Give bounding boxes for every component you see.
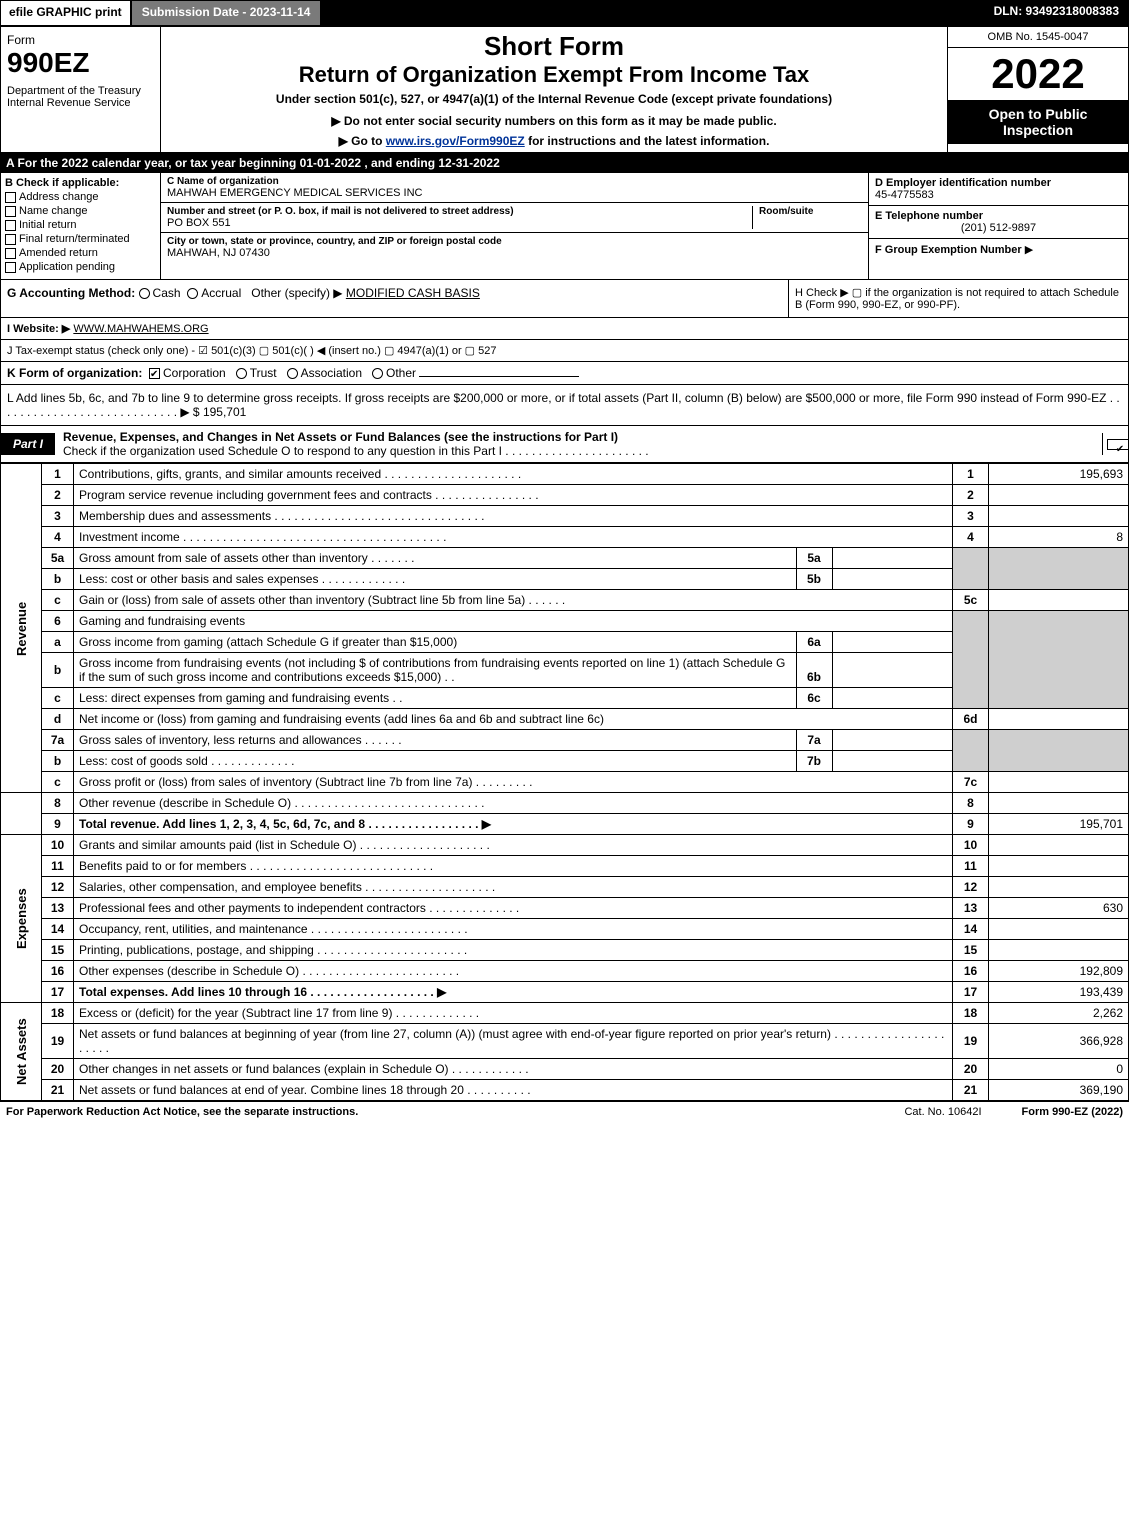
c-addr-label: Number and street (or P. O. box, if mail…	[167, 206, 752, 217]
cb-amended-return[interactable]: Amended return	[5, 247, 156, 259]
cb-final-return[interactable]: Final return/terminated	[5, 233, 156, 245]
ein: 45-4775583	[875, 189, 1122, 201]
line-1-amt: 195,693	[989, 464, 1129, 485]
omb-number: OMB No. 1545-0047	[948, 27, 1128, 48]
line-4-text: Investment income . . . . . . . . . . . …	[74, 527, 953, 548]
g-other-value: MODIFIED CASH BASIS	[346, 286, 480, 300]
side-net-assets: Net Assets	[1, 1003, 42, 1101]
line-2-text: Program service revenue including govern…	[74, 485, 953, 506]
b-title: B Check if applicable:	[5, 177, 156, 189]
cb-trust[interactable]	[236, 368, 247, 379]
footer-left: For Paperwork Reduction Act Notice, see …	[6, 1106, 904, 1118]
row-a: A For the 2022 calendar year, or tax yea…	[0, 153, 1129, 173]
part-i-check-text: Check if the organization used Schedule …	[63, 444, 649, 458]
cb-name-change[interactable]: Name change	[5, 205, 156, 217]
website[interactable]: WWW.MAHWAHEMS.ORG	[73, 323, 208, 335]
note-ssn: ▶ Do not enter social security numbers o…	[171, 114, 937, 128]
line-3-text: Membership dues and assessments . . . . …	[74, 506, 953, 527]
subtitle: Under section 501(c), 527, or 4947(a)(1)…	[171, 92, 937, 106]
irs-link[interactable]: www.irs.gov/Form990EZ	[386, 134, 525, 148]
header-center: Short Form Return of Organization Exempt…	[161, 27, 948, 152]
title-short-form: Short Form	[171, 31, 937, 62]
cb-other[interactable]	[372, 368, 383, 379]
form-label: Form	[7, 33, 154, 47]
lines-table: Revenue 1Contributions, gifts, grants, a…	[0, 463, 1129, 1101]
org-address: PO BOX 551	[167, 217, 752, 229]
d-label: D Employer identification number	[875, 177, 1122, 189]
cb-address-change[interactable]: Address change	[5, 191, 156, 203]
inspection-badge: Open to Public Inspection	[948, 100, 1128, 144]
org-city: MAHWAH, NJ 07430	[167, 247, 862, 259]
side-expenses: Expenses	[1, 835, 42, 1003]
row-j: J Tax-exempt status (check only one) - ☑…	[1, 339, 1128, 361]
footer: For Paperwork Reduction Act Notice, see …	[0, 1101, 1129, 1122]
part-i-header: Part I Revenue, Expenses, and Changes in…	[0, 426, 1129, 463]
row-l: L Add lines 5b, 6c, and 7b to line 9 to …	[0, 385, 1129, 426]
footer-cat: Cat. No. 10642I	[904, 1106, 981, 1118]
header-left: Form 990EZ Department of the Treasury In…	[1, 27, 161, 152]
header-right: OMB No. 1545-0047 2022 Open to Public In…	[948, 27, 1128, 152]
row-k: K Form of organization: Corporation Trus…	[0, 362, 1129, 385]
row-h: H Check ▶ ▢ if the organization is not r…	[788, 280, 1128, 317]
c-city-label: City or town, state or province, country…	[167, 236, 862, 247]
title-return: Return of Organization Exempt From Incom…	[171, 62, 937, 88]
cb-association[interactable]	[287, 368, 298, 379]
section-c: C Name of organization MAHWAH EMERGENCY …	[161, 173, 868, 279]
submission-date: Submission Date - 2023-11-14	[131, 0, 322, 26]
block-b-cdef: B Check if applicable: Address change Na…	[0, 173, 1129, 280]
i-label: I Website: ▶	[7, 323, 70, 335]
cb-corporation[interactable]	[149, 368, 160, 379]
tax-year: 2022	[948, 48, 1128, 100]
cb-cash[interactable]	[139, 288, 150, 299]
phone: (201) 512-9897	[875, 222, 1122, 234]
goto-pre: ▶ Go to	[339, 134, 386, 148]
footer-form: Form 990-EZ (2022)	[1022, 1106, 1123, 1118]
goto-post: for instructions and the latest informat…	[525, 134, 770, 148]
form-number: 990EZ	[7, 47, 154, 79]
side-revenue: Revenue	[1, 464, 42, 793]
org-name: MAHWAH EMERGENCY MEDICAL SERVICES INC	[167, 187, 862, 199]
row-i: I Website: ▶ WWW.MAHWAHEMS.ORG	[1, 317, 1128, 339]
block-ghij: G Accounting Method: Cash Accrual Other …	[0, 280, 1129, 362]
efile-label[interactable]: efile GRAPHIC print	[0, 0, 131, 26]
g-other-label: Other (specify) ▶	[251, 286, 342, 300]
cb-application-pending[interactable]: Application pending	[5, 261, 156, 273]
c-name-label: C Name of organization	[167, 176, 862, 187]
line-9-amt: 195,701	[989, 814, 1129, 835]
form-header: Form 990EZ Department of the Treasury In…	[0, 26, 1129, 153]
room-label: Room/suite	[759, 206, 862, 217]
e-label: E Telephone number	[875, 210, 1122, 222]
part-i-title: Revenue, Expenses, and Changes in Net As…	[55, 426, 1102, 462]
part-i-tag: Part I	[1, 433, 55, 455]
top-bar: efile GRAPHIC print Submission Date - 20…	[0, 0, 1129, 26]
section-def: D Employer identification number 45-4775…	[868, 173, 1128, 279]
dln: DLN: 93492318008383	[984, 0, 1129, 26]
part-i-checkbox[interactable]	[1102, 433, 1128, 455]
g-label: G Accounting Method:	[7, 286, 135, 300]
note-goto: ▶ Go to www.irs.gov/Form990EZ for instru…	[171, 134, 937, 148]
f-arrow: ▶	[1025, 244, 1033, 256]
ln-1: 1	[42, 464, 74, 485]
section-b: B Check if applicable: Address change Na…	[1, 173, 161, 279]
line-1-text: Contributions, gifts, grants, and simila…	[74, 464, 953, 485]
cb-accrual[interactable]	[187, 288, 198, 299]
row-g: G Accounting Method: Cash Accrual Other …	[1, 280, 788, 317]
k-label: K Form of organization:	[7, 366, 142, 380]
cb-initial-return[interactable]: Initial return	[5, 219, 156, 231]
dept-label: Department of the Treasury Internal Reve…	[7, 85, 154, 109]
f-label: F Group Exemption Number	[875, 244, 1022, 256]
